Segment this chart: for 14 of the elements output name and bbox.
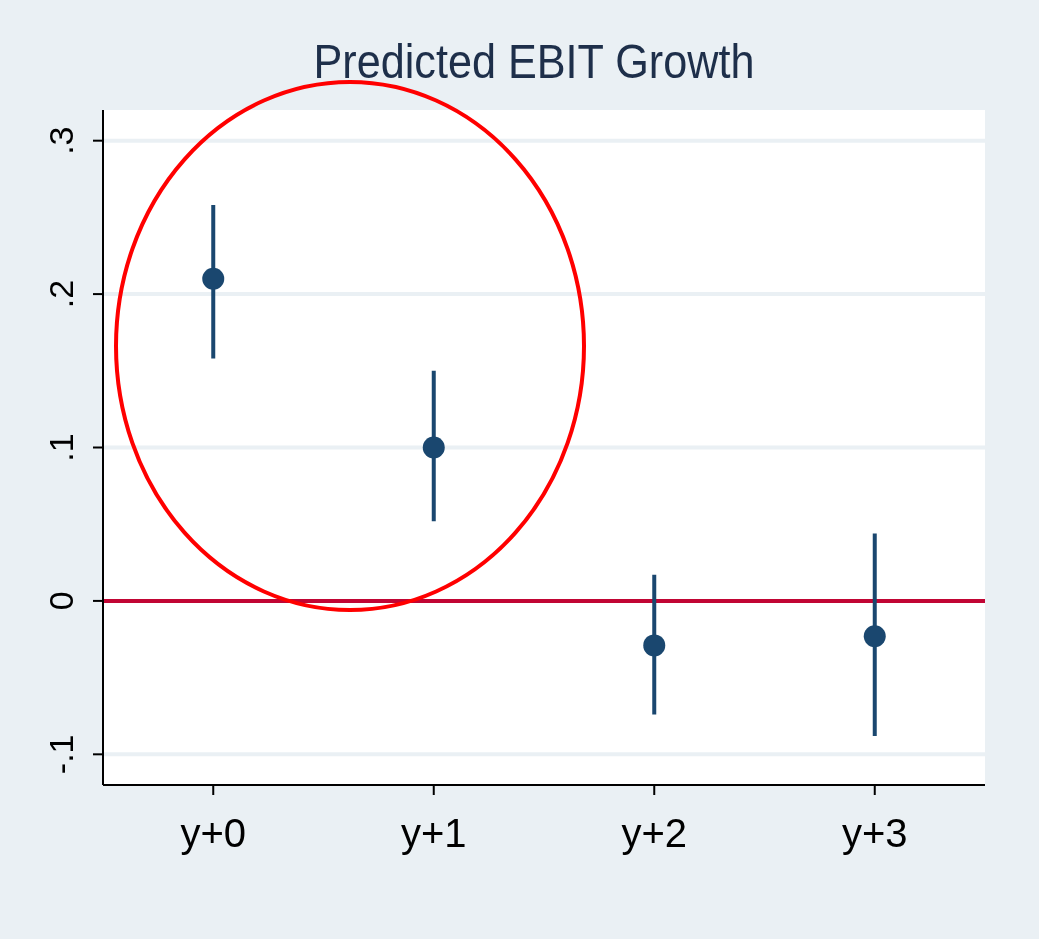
x-tick-label: y+2	[621, 811, 688, 855]
y-tick-label: .2	[42, 279, 80, 309]
point	[863, 625, 886, 648]
x-tick-label: y+0	[180, 811, 247, 855]
y-tick-label: -.1	[42, 734, 80, 775]
y-tick-label: .3	[42, 126, 80, 155]
x-tick-label: y+3	[841, 811, 908, 855]
point	[643, 634, 666, 657]
chart-title: Predicted EBIT Growth	[313, 34, 755, 89]
point	[422, 436, 445, 459]
y-tick-label: .1	[42, 433, 80, 462]
x-tick-label: y+1	[400, 811, 467, 855]
y-tick-label: 0	[42, 591, 80, 611]
point	[202, 267, 225, 290]
